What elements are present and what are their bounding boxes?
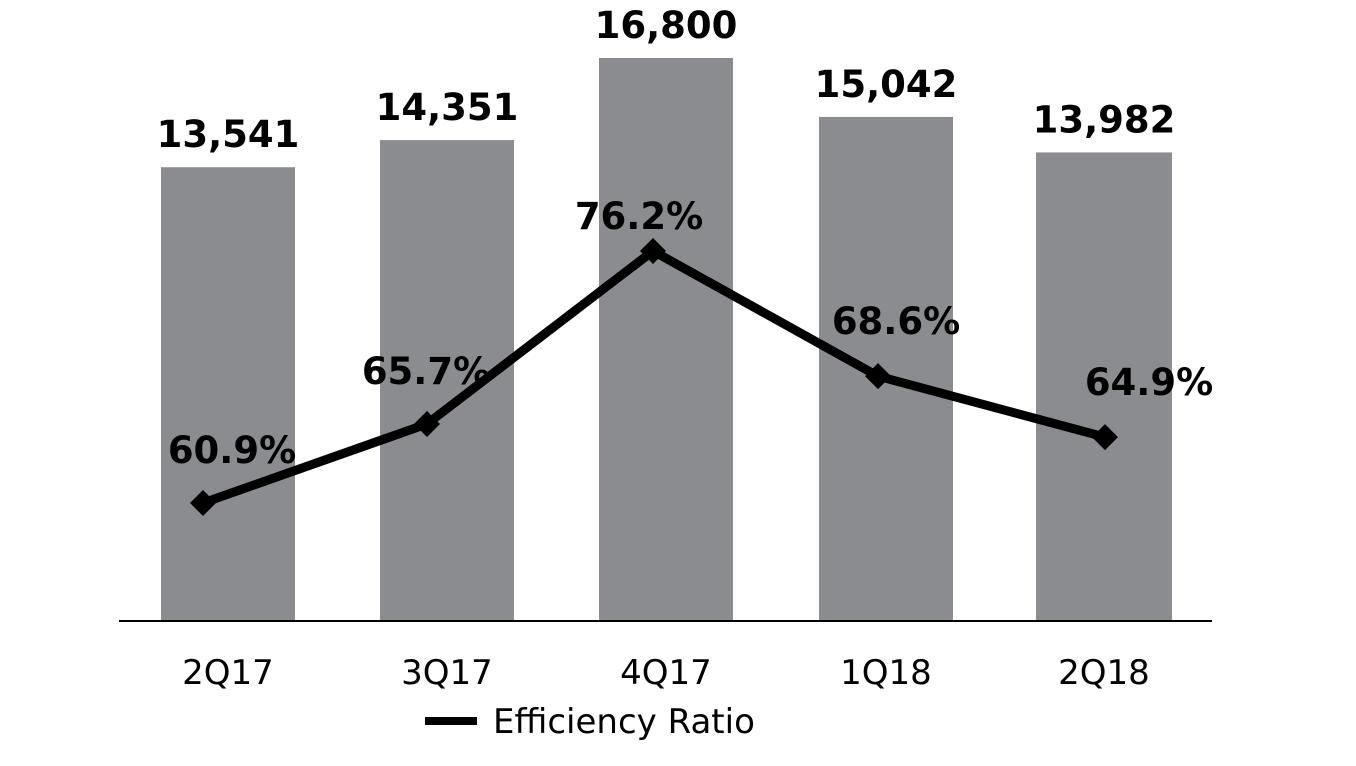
efficiency-value-label: 68.6% (832, 300, 960, 343)
x-tick-label: 2Q18 (1058, 653, 1150, 693)
efficiency-marker-4Q17 (640, 238, 666, 265)
x-tick-labels: 2Q17 3Q17 4Q17 1Q18 2Q18 (182, 653, 1150, 693)
efficiency-value-label: 65.7% (362, 350, 490, 393)
bar-2Q17 (161, 167, 295, 621)
efficiency-marker-2Q17 (190, 490, 216, 516)
efficiency-value-label: 76.2% (575, 195, 703, 238)
efficiency-marker-2Q18 (1092, 424, 1118, 451)
bar-value-label: 16,800 (595, 4, 738, 47)
bar-value-label: 13,982 (1033, 98, 1176, 141)
x-tick-label: 3Q17 (401, 653, 493, 693)
efficiency-marker-3Q17 (414, 410, 440, 437)
x-tick-label: 4Q17 (620, 653, 712, 693)
efficiency-line-group: 60.9% 65.7% 76.2% 68.6% 64.9% (168, 195, 1213, 516)
legend-label: Efficiency Ratio (493, 702, 755, 742)
bar-1Q18 (819, 116, 953, 621)
legend: Efficiency Ratio (425, 702, 755, 742)
x-tick-label: 1Q18 (840, 653, 932, 693)
bar-3Q17 (380, 140, 514, 621)
bar-2Q18 (1036, 152, 1172, 621)
bar-value-label: 14,351 (376, 86, 519, 129)
efficiency-marker-1Q18 (865, 363, 891, 390)
efficiency-value-label: 60.9% (168, 429, 296, 472)
bars-group (161, 58, 1172, 621)
efficiency-value-label: 64.9% (1085, 361, 1213, 404)
bar-labels-group: 13,541 14,351 16,800 15,042 13,982 (157, 4, 1176, 156)
bar-4Q17 (599, 58, 733, 621)
bar-value-label: 13,541 (157, 113, 300, 156)
x-tick-label: 2Q17 (182, 653, 274, 693)
bar-value-label: 15,042 (815, 63, 958, 106)
